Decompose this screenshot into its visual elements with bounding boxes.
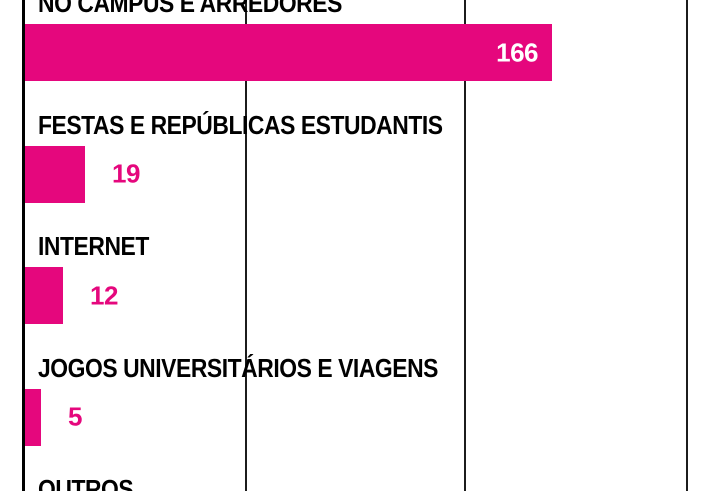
bar	[25, 145, 85, 203]
value-label: 5	[68, 401, 82, 432]
bar: 166	[25, 24, 552, 81]
bar	[25, 267, 63, 324]
category-label: NO CAMPUS E ARREDORES	[38, 0, 342, 18]
value-label: 12	[90, 280, 118, 310]
y-axis-line	[22, 0, 25, 491]
gridline	[686, 0, 688, 491]
category-label: FESTAS E REPÚBLICAS ESTUDANTIS	[38, 109, 443, 140]
value-label: 166	[496, 37, 538, 67]
gridline	[464, 0, 466, 491]
category-label: JOGOS UNIVERSITÁRIOS E VIAGENS	[38, 352, 439, 383]
gridline	[245, 0, 247, 491]
value-label: 19	[112, 158, 140, 189]
bar	[25, 388, 41, 446]
category-label: OUTROS	[38, 474, 134, 491]
category-label: INTERNET	[38, 231, 149, 261]
